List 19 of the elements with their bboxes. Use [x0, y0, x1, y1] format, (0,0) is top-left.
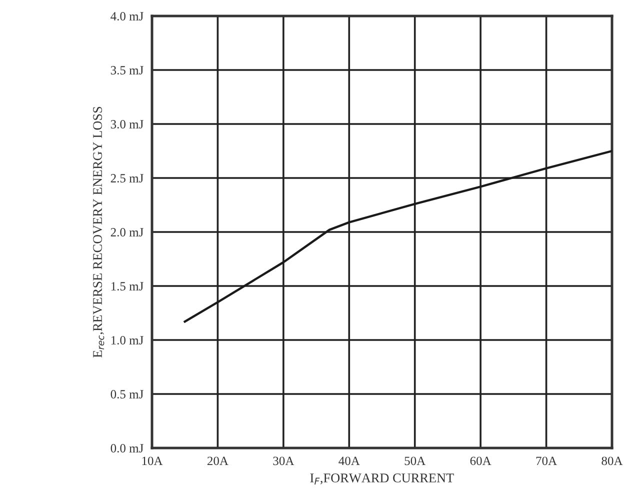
- y-axis-title: E$_{rec}$,REVERSE RECOVERY ENERGY LOSS: [93, 106, 104, 358]
- x-tick-label: 50A: [404, 456, 426, 466]
- x-tick-label: 70A: [536, 456, 557, 466]
- y-tick-label: 0.0 mJ: [110, 444, 144, 453]
- x-tick-label: 10A: [142, 456, 163, 466]
- x-tick-label: 80A: [602, 456, 623, 466]
- y-tick-label: 1.5 mJ: [111, 282, 144, 291]
- y-tick-label: 3.0 mJ: [110, 120, 144, 129]
- x-tick-label: 60A: [470, 456, 492, 466]
- y-tick-label: 4.0 mJ: [110, 12, 144, 21]
- y-tick-label: 2.5 mJ: [110, 174, 144, 183]
- y-tick-label: 3.5 mJ: [110, 66, 144, 75]
- x-tick-label: 40A: [338, 456, 360, 466]
- x-axis-title: I$_{F}$,FORWARD CURRENT: [310, 474, 454, 484]
- y-tick-label: 2.0 mJ: [110, 228, 144, 237]
- y-tick-label: 1.0 mJ: [111, 336, 144, 345]
- x-tick-label: 30A: [273, 456, 294, 466]
- x-tick-label: 20A: [208, 456, 228, 466]
- y-tick-label: 0.5 mJ: [110, 390, 144, 399]
